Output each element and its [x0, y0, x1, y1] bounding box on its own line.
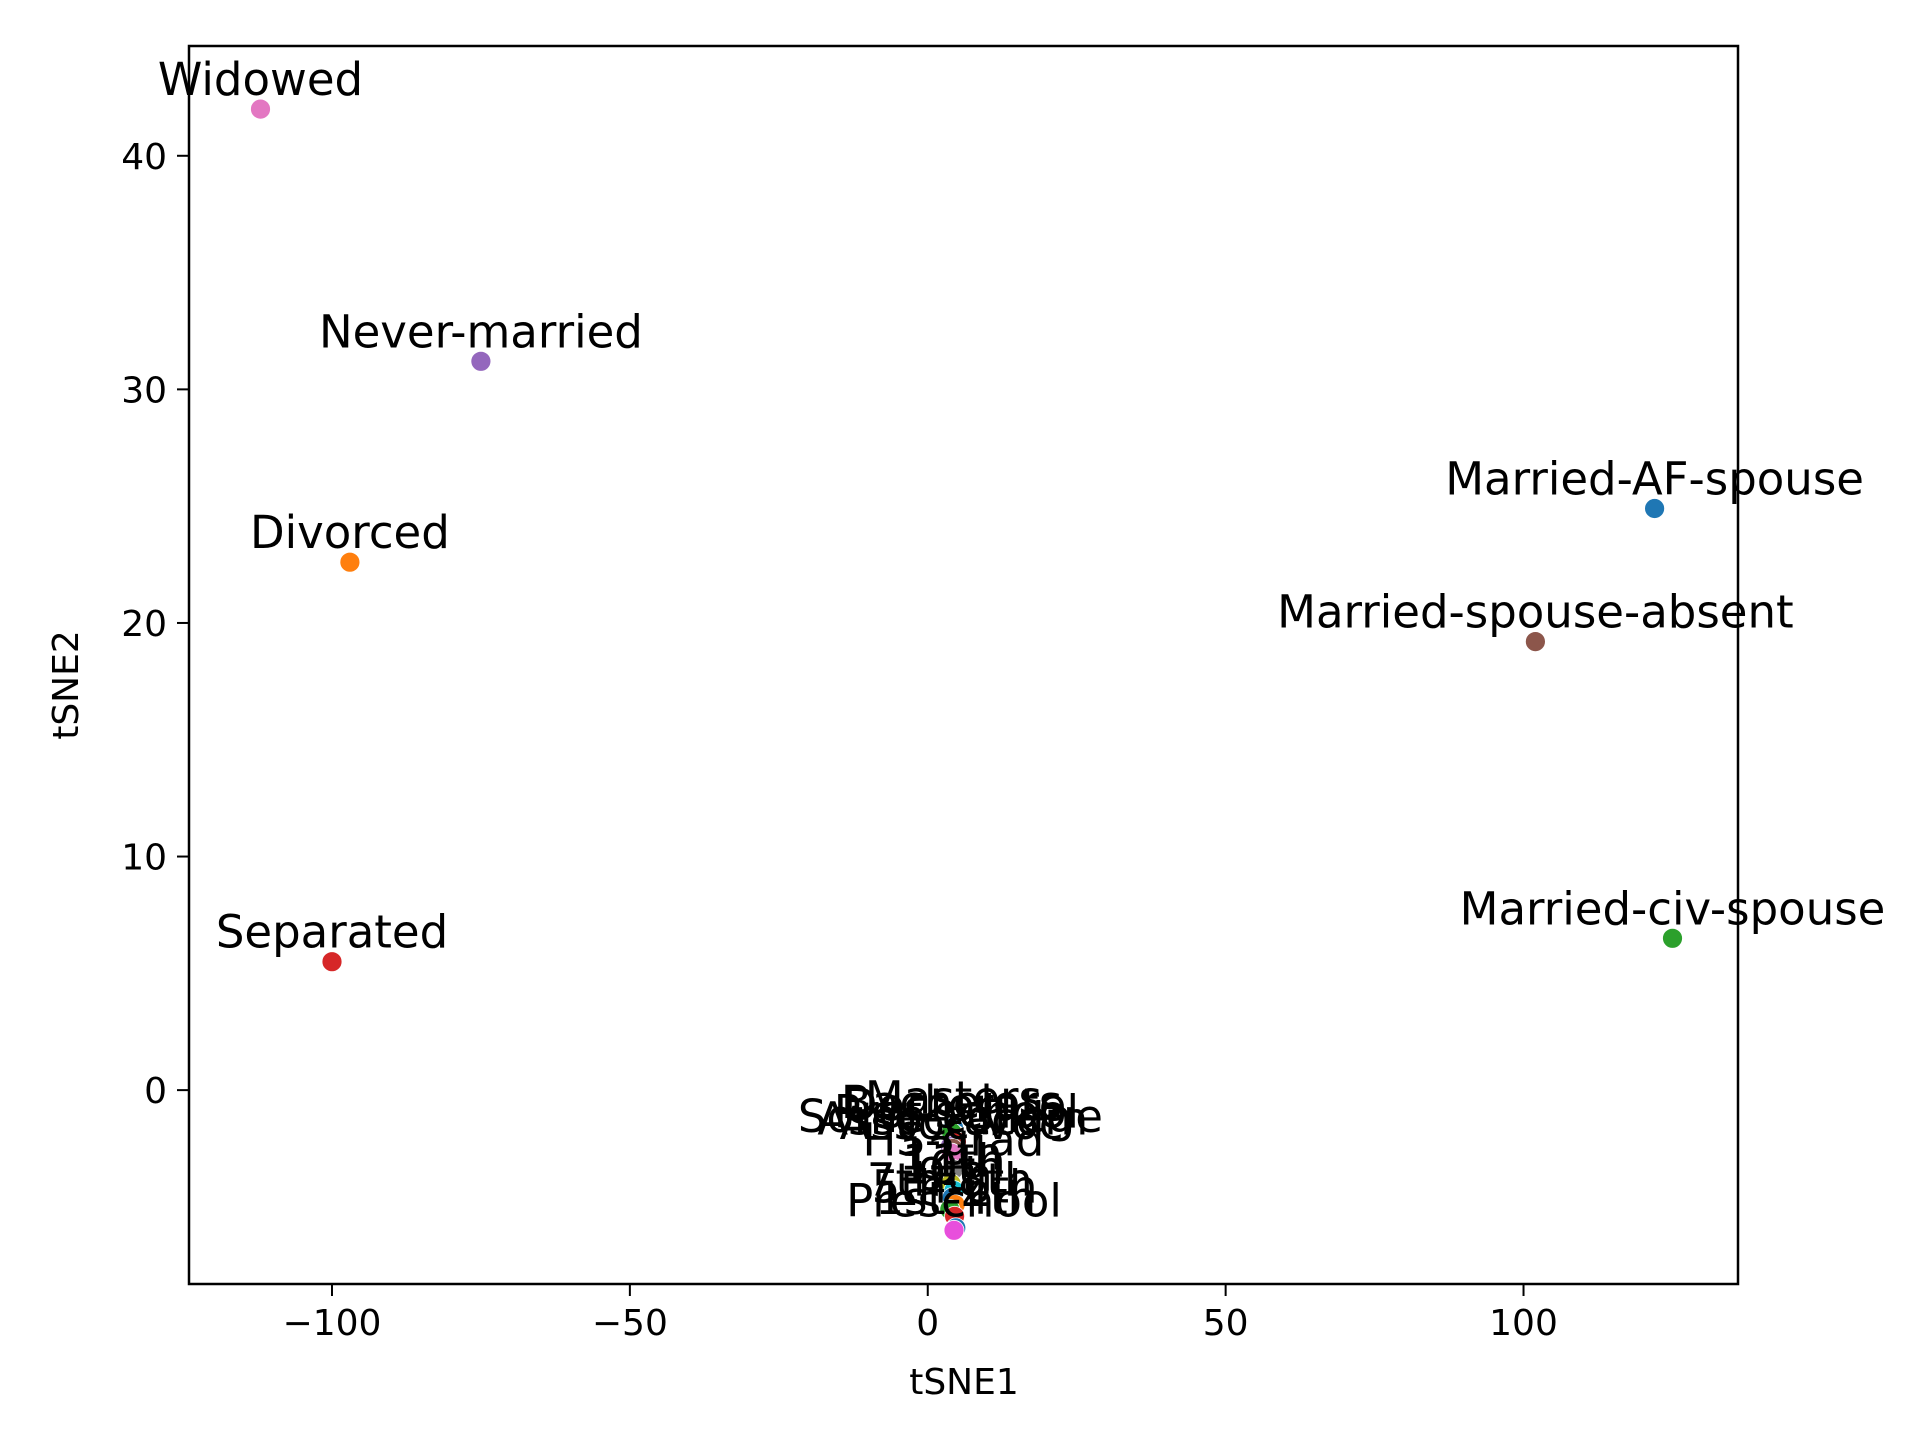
point-labels: Widowed Never-married Divorced Separated Mar… [158, 53, 1885, 1227]
data-point [321, 951, 343, 973]
x-tick-label: 0 [916, 1303, 939, 1344]
point-label: Married-spouse-absent [1277, 586, 1793, 639]
point-label: 1st-4th [875, 1172, 1036, 1225]
x-tick-label: −100 [283, 1303, 382, 1344]
data-point [943, 1219, 965, 1241]
point-label: Some-college [798, 1090, 1103, 1143]
point-label: 7th-8th [867, 1153, 1033, 1206]
point-label: Bachelors [841, 1076, 1062, 1129]
point-label: Masters [865, 1072, 1042, 1125]
point-label: Married-civ-spouse [1460, 882, 1886, 935]
point-label: Assoc-voc [840, 1097, 1064, 1150]
y-axis-label: tSNE2 [46, 630, 87, 740]
plot-background [189, 46, 1738, 1284]
y-tick-label: 0 [144, 1071, 167, 1112]
point-label: 9th [918, 1149, 993, 1202]
point-label: 5th-6th [872, 1160, 1038, 1213]
point-label: Separated [216, 906, 448, 959]
x-tick-label: −50 [592, 1303, 668, 1344]
data-point [470, 350, 492, 372]
point-label: 10th [900, 1142, 1003, 1195]
x-axis-label: tSNE1 [909, 1362, 1019, 1403]
y-tick-label: 20 [121, 604, 167, 645]
point-label: Assoc-acdm [817, 1093, 1088, 1146]
axes-frame [187, 44, 1740, 1286]
point-label: HS-grad [862, 1114, 1044, 1167]
point-label: Widowed [158, 53, 363, 106]
data-point [250, 98, 271, 120]
point-label: Prof-school [834, 1086, 1079, 1139]
axes: −100 −50 0 50 100 0 10 20 30 40 [121, 44, 1740, 1344]
y-tick-label: 40 [121, 137, 167, 178]
y-tick-label: 10 [121, 838, 167, 879]
y-tick-label: 30 [121, 370, 167, 411]
x-tick-label: 100 [1489, 1303, 1558, 1344]
data-point [1525, 631, 1546, 652]
point-label: 11th [902, 1135, 1005, 1188]
point-label: Married-AF-spouse [1445, 453, 1864, 506]
point-label: 12th [899, 1128, 1002, 1181]
data-point [1662, 927, 1683, 949]
data-point [1644, 498, 1665, 519]
point-label: Divorced [250, 506, 450, 559]
point-label: Preschool [846, 1174, 1062, 1227]
plot-area [189, 46, 1738, 1284]
x-tick-label: 50 [1203, 1303, 1249, 1344]
point-label: Doctorate [843, 1079, 1067, 1132]
data-point [339, 551, 361, 573]
point-label: Never-married [319, 305, 643, 358]
data-points [250, 98, 1683, 1241]
